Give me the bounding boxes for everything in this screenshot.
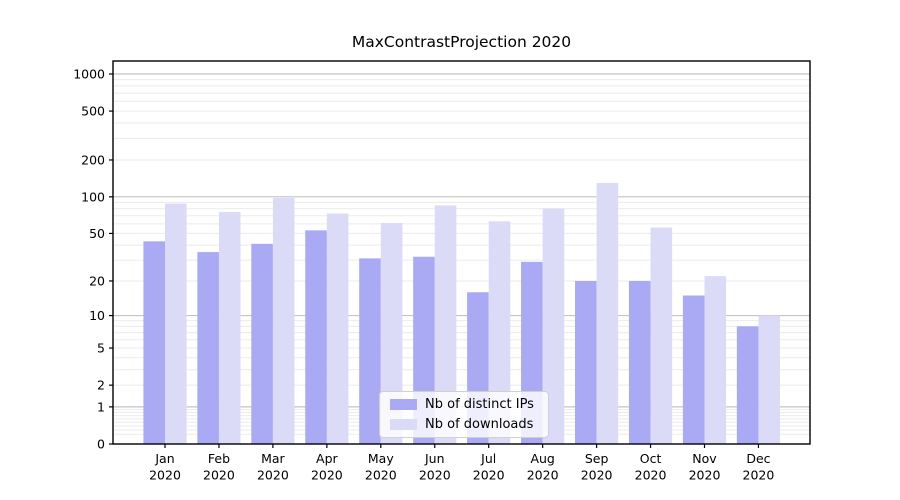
y-tick-label: 10 xyxy=(89,308,105,323)
y-tick-label: 100 xyxy=(81,189,105,204)
bar-distinct-ips xyxy=(628,280,651,444)
bar-downloads xyxy=(434,205,457,444)
bar-downloads xyxy=(326,213,349,444)
bar-downloads xyxy=(488,221,511,444)
bar-distinct-ips xyxy=(305,230,327,444)
bar-downloads xyxy=(380,222,403,444)
legend-entry-distinct-ips: Nb of distinct IPs xyxy=(390,397,538,413)
y-tick-label: 200 xyxy=(81,152,105,167)
legend-swatch-distinct-ips xyxy=(390,399,417,410)
bar-distinct-ips xyxy=(143,241,165,444)
bar-downloads xyxy=(272,197,295,444)
bar-downloads xyxy=(596,182,619,444)
y-tick-label: 20 xyxy=(89,273,105,288)
bar-downloads xyxy=(165,203,187,444)
x-tick-label: Feb 2020 xyxy=(203,451,235,483)
legend-swatch-downloads xyxy=(390,419,417,430)
legend: Nb of distinct IPs Nb of downloads xyxy=(379,391,549,438)
y-tick-label: 1000 xyxy=(73,67,105,82)
y-tick-label: 2 xyxy=(97,378,105,393)
x-tick-label: Apr 2020 xyxy=(311,451,343,483)
bar-downloads xyxy=(218,212,241,444)
x-tick-label: Jul 2020 xyxy=(473,451,505,483)
bar-distinct-ips xyxy=(251,243,273,444)
x-tick-label: Sep 2020 xyxy=(581,451,613,483)
bar-downloads xyxy=(650,227,673,444)
x-tick-label: Jun 2020 xyxy=(419,451,451,483)
chart-title: MaxContrastProjection 2020 xyxy=(351,33,572,51)
legend-label-downloads: Nb of downloads xyxy=(425,416,534,432)
bar-downloads xyxy=(542,208,565,444)
y-tick-label: 5 xyxy=(97,341,105,356)
bar-downloads xyxy=(758,315,781,444)
bar-downloads xyxy=(704,276,727,444)
legend-label-distinct-ips: Nb of distinct IPs xyxy=(425,396,534,412)
x-tick-label: Mar 2020 xyxy=(257,451,289,483)
x-tick-label: May 2020 xyxy=(365,451,397,483)
x-tick-label: Jan 2020 xyxy=(149,451,181,483)
y-tick-label: 500 xyxy=(81,104,105,119)
x-tick-label: Nov 2020 xyxy=(689,451,721,483)
x-tick-label: Oct 2020 xyxy=(635,451,667,483)
legend-entry-downloads: Nb of downloads xyxy=(390,417,538,433)
x-tick-label: Aug 2020 xyxy=(527,451,559,483)
bar-distinct-ips xyxy=(736,326,759,444)
plot-border xyxy=(112,60,811,445)
bar-distinct-ips xyxy=(359,258,381,444)
y-tick-label: 0 xyxy=(97,437,105,452)
x-tick-label: Dec 2020 xyxy=(743,451,775,483)
bar-distinct-ips xyxy=(575,280,597,444)
bar-distinct-ips xyxy=(197,252,219,444)
bar-distinct-ips xyxy=(682,295,705,444)
y-tick-label: 1 xyxy=(97,399,105,414)
y-tick-label: 50 xyxy=(89,226,105,241)
